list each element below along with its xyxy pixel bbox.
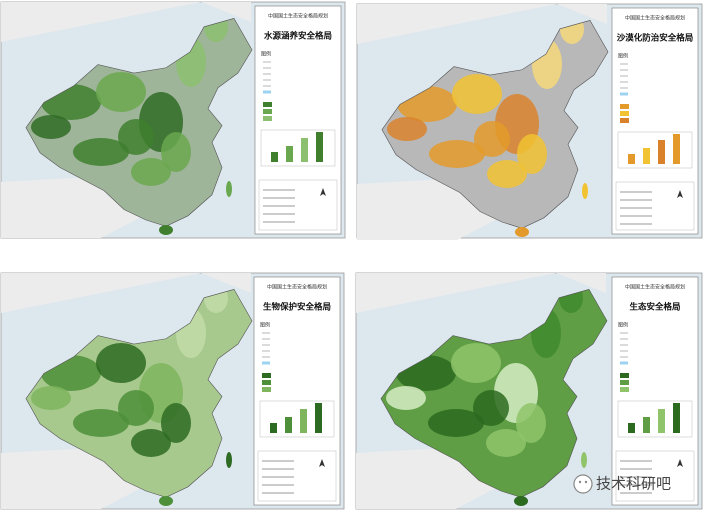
chart-bar	[315, 403, 322, 433]
legend-swatch	[620, 380, 629, 385]
chart-bar	[658, 409, 665, 433]
chart-bar	[316, 132, 323, 162]
legend-title: 图例	[260, 322, 270, 329]
legend-swatch	[620, 111, 629, 116]
region	[118, 119, 154, 155]
watermark: 技术科研吧	[573, 474, 671, 494]
region	[131, 158, 171, 186]
chart-bar	[673, 403, 680, 433]
chart-bar	[300, 409, 307, 433]
region	[96, 72, 146, 112]
legend-swatch	[620, 387, 629, 392]
info-box	[615, 181, 695, 231]
watermark-text: 技术科研吧	[596, 475, 671, 493]
region	[473, 390, 509, 426]
legend-swatch	[262, 380, 271, 385]
panel-title: 生物保护安全格局	[263, 302, 331, 313]
chart-bar	[628, 154, 635, 164]
region	[161, 132, 191, 172]
region	[486, 429, 526, 457]
chart-bar	[658, 140, 665, 164]
legend-swatch	[263, 116, 272, 121]
neighbor-land	[1, 2, 251, 238]
region	[451, 343, 501, 383]
island	[226, 452, 232, 468]
island	[581, 452, 587, 468]
legend-swatch	[262, 387, 271, 392]
legend-swatch	[620, 373, 629, 378]
chart-bar	[271, 152, 278, 162]
chart-bar	[628, 423, 635, 433]
border	[381, 20, 609, 229]
chart-bar	[643, 417, 650, 433]
region	[73, 138, 129, 166]
region	[161, 403, 191, 443]
legend-title: 图例	[261, 51, 271, 58]
region	[474, 121, 510, 157]
border	[25, 18, 253, 227]
island	[514, 496, 528, 506]
neighbor-land	[357, 4, 607, 240]
neighbor-land	[1, 273, 251, 509]
region	[31, 115, 71, 139]
chart-bar	[673, 134, 680, 164]
panel-title: 水源涵养安全格局	[263, 31, 332, 42]
region	[73, 409, 129, 437]
chart-bar	[286, 146, 293, 162]
north-arrow	[319, 459, 325, 467]
panel-title: 沙漠化防治安全格局	[617, 33, 694, 44]
panel-title: 生态安全格局	[629, 302, 680, 313]
legend-swatch	[620, 104, 629, 109]
island	[515, 227, 529, 237]
panel-header: 中国国土生态安全格局规划	[268, 13, 328, 20]
island	[582, 183, 588, 199]
panel-header: 中国国土生态安全格局规划	[625, 15, 685, 22]
border	[380, 289, 608, 498]
region	[386, 386, 426, 410]
island	[159, 496, 173, 506]
legend-swatch	[263, 102, 272, 107]
wechat-icon	[573, 474, 593, 494]
panel-header: 中国国土生态安全格局规划	[625, 284, 685, 291]
region	[517, 134, 547, 174]
border	[25, 289, 253, 498]
legend-title: 图例	[618, 322, 628, 329]
region	[131, 429, 171, 457]
region	[31, 386, 71, 410]
legend-swatch	[620, 118, 629, 123]
chart-bar	[270, 423, 277, 433]
north-arrow	[320, 188, 326, 196]
region	[428, 409, 484, 437]
legend-swatch	[262, 373, 271, 378]
island	[226, 181, 232, 197]
panel-header: 中国国土生态安全格局规划	[267, 284, 327, 291]
legend-title: 图例	[618, 53, 628, 60]
north-arrow	[677, 459, 683, 467]
region	[96, 343, 146, 383]
chart-bar	[643, 148, 650, 164]
island	[159, 225, 173, 235]
legend-swatch	[263, 109, 272, 114]
region	[118, 390, 154, 426]
north-arrow	[677, 190, 683, 198]
region	[452, 74, 502, 114]
region	[487, 160, 527, 188]
region	[516, 403, 546, 443]
region	[429, 140, 485, 168]
region	[387, 117, 427, 141]
neighbor-land	[356, 273, 606, 509]
chart-bar	[301, 138, 308, 162]
chart-bar	[285, 417, 292, 433]
